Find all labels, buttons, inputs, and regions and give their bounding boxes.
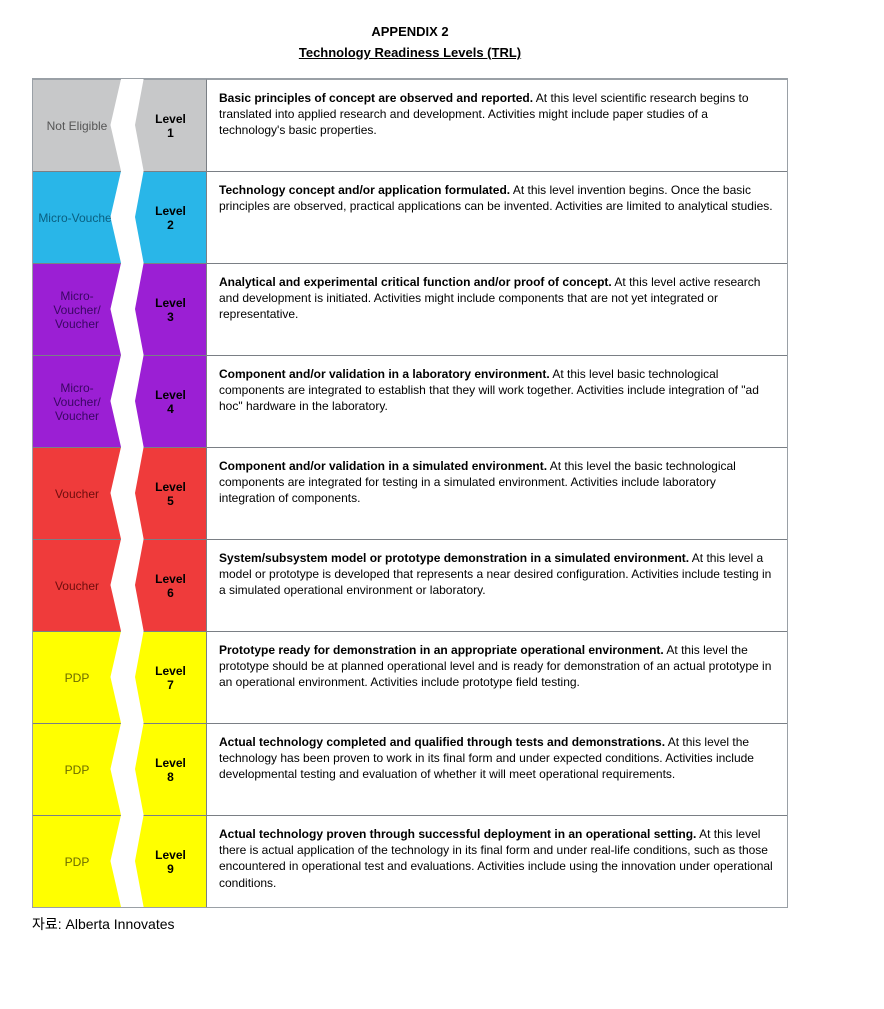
description-bold: System/subsystem model or prototype demo…: [219, 551, 689, 565]
trl-row-9: PDP Level9 Actual technology proven throug…: [33, 815, 787, 907]
tear-gap: [121, 539, 135, 631]
trl-row-8: PDP Level8 Actual technology completed and…: [33, 723, 787, 815]
description-cell: Component and/or validation in a laborat…: [207, 355, 787, 447]
level-label: Level: [155, 664, 186, 678]
level-label: Level: [155, 572, 186, 586]
level-cell: Level7: [135, 631, 207, 723]
category-cell: Voucher: [33, 539, 121, 631]
description-bold: Technology concept and/or application fo…: [219, 183, 510, 197]
description-bold: Actual technology completed and qualifie…: [219, 735, 665, 749]
category-cell: Voucher: [33, 447, 121, 539]
trl-row-5: Voucher Level5 Component and/or validation…: [33, 447, 787, 539]
level-cell: Level3: [135, 263, 207, 355]
level-label: Level: [155, 296, 186, 310]
tear-gap: [121, 815, 135, 907]
tear-gap: [121, 723, 135, 815]
category-cell: PDP: [33, 723, 121, 815]
level-cell: Level6: [135, 539, 207, 631]
level-number: 9: [155, 862, 186, 876]
level-number: 2: [155, 218, 186, 232]
level-cell: Level9: [135, 815, 207, 907]
subtitle-label: Technology Readiness Levels (TRL): [32, 45, 788, 60]
category-label: Micro-Voucher: [38, 211, 115, 225]
tear-gap: [121, 79, 135, 171]
level-number: 6: [155, 586, 186, 600]
category-label: Micro-Voucher/ Voucher: [37, 289, 117, 331]
category-cell: Micro-Voucher: [33, 171, 121, 263]
category-cell: PDP: [33, 815, 121, 907]
level-cell: Level4: [135, 355, 207, 447]
description-bold: Prototype ready for demonstration in an …: [219, 643, 664, 657]
category-cell: Micro-Voucher/ Voucher: [33, 355, 121, 447]
description-bold: Basic principles of concept are observed…: [219, 91, 533, 105]
tear-gap: [121, 631, 135, 723]
category-cell: PDP: [33, 631, 121, 723]
tear-gap: [121, 171, 135, 263]
category-cell: Not Eligible: [33, 79, 121, 171]
level-cell: Level8: [135, 723, 207, 815]
tear-gap: [121, 263, 135, 355]
level-number: 8: [155, 770, 186, 784]
trl-table: Not EligibleLevel1Basic principles of co…: [32, 78, 788, 908]
level-number: 3: [155, 310, 186, 324]
category-label: PDP: [65, 763, 90, 777]
trl-row-4: Micro-Voucher/ Voucher Level4 Component an…: [33, 355, 787, 447]
description-bold: Component and/or validation in a laborat…: [219, 367, 550, 381]
level-cell: Level2: [135, 171, 207, 263]
category-cell: Micro-Voucher/ Voucher: [33, 263, 121, 355]
description-cell: Technology concept and/or application fo…: [207, 171, 787, 263]
title-block: APPENDIX 2 Technology Readiness Levels (…: [32, 24, 788, 60]
source-attribution: 자료: Alberta Innovates: [32, 914, 788, 934]
description-cell: Basic principles of concept are observed…: [207, 79, 787, 171]
description-bold: Actual technology proven through success…: [219, 827, 696, 841]
level-label: Level: [155, 204, 186, 218]
category-label: PDP: [65, 671, 90, 685]
category-label: Micro-Voucher/ Voucher: [37, 381, 117, 423]
category-label: PDP: [65, 855, 90, 869]
category-label: Voucher: [55, 579, 99, 593]
description-cell: Actual technology proven through success…: [207, 815, 787, 907]
description-bold: Component and/or validation in a simulat…: [219, 459, 547, 473]
trl-row-1: Not Eligible Level1 Basic principles of co…: [33, 79, 787, 171]
trl-row-6: Voucher Level6 System/subsystem model or p…: [33, 539, 787, 631]
level-label: Level: [155, 112, 186, 126]
category-label: Not Eligible: [47, 119, 108, 133]
description-cell: Prototype ready for demonstration in an …: [207, 631, 787, 723]
level-label: Level: [155, 756, 186, 770]
level-number: 4: [155, 402, 186, 416]
tear-gap: [121, 447, 135, 539]
level-number: 7: [155, 678, 186, 692]
level-number: 5: [155, 494, 186, 508]
description-cell: Actual technology completed and qualifie…: [207, 723, 787, 815]
category-label: Voucher: [55, 487, 99, 501]
level-cell: Level1: [135, 79, 207, 171]
level-number: 1: [155, 126, 186, 140]
trl-row-3: Micro-Voucher/ Voucher Level3 Analytical a…: [33, 263, 787, 355]
level-label: Level: [155, 388, 186, 402]
description-bold: Analytical and experimental critical fun…: [219, 275, 612, 289]
level-label: Level: [155, 480, 186, 494]
description-cell: Component and/or validation in a simulat…: [207, 447, 787, 539]
trl-row-7: PDP Level7 Prototype ready for demonstrati…: [33, 631, 787, 723]
level-label: Level: [155, 848, 186, 862]
level-cell: Level5: [135, 447, 207, 539]
appendix-label: APPENDIX 2: [32, 24, 788, 39]
trl-row-2: Micro-Voucher Level2 Technology concept an…: [33, 171, 787, 263]
tear-gap: [121, 355, 135, 447]
description-cell: Analytical and experimental critical fun…: [207, 263, 787, 355]
description-cell: System/subsystem model or prototype demo…: [207, 539, 787, 631]
